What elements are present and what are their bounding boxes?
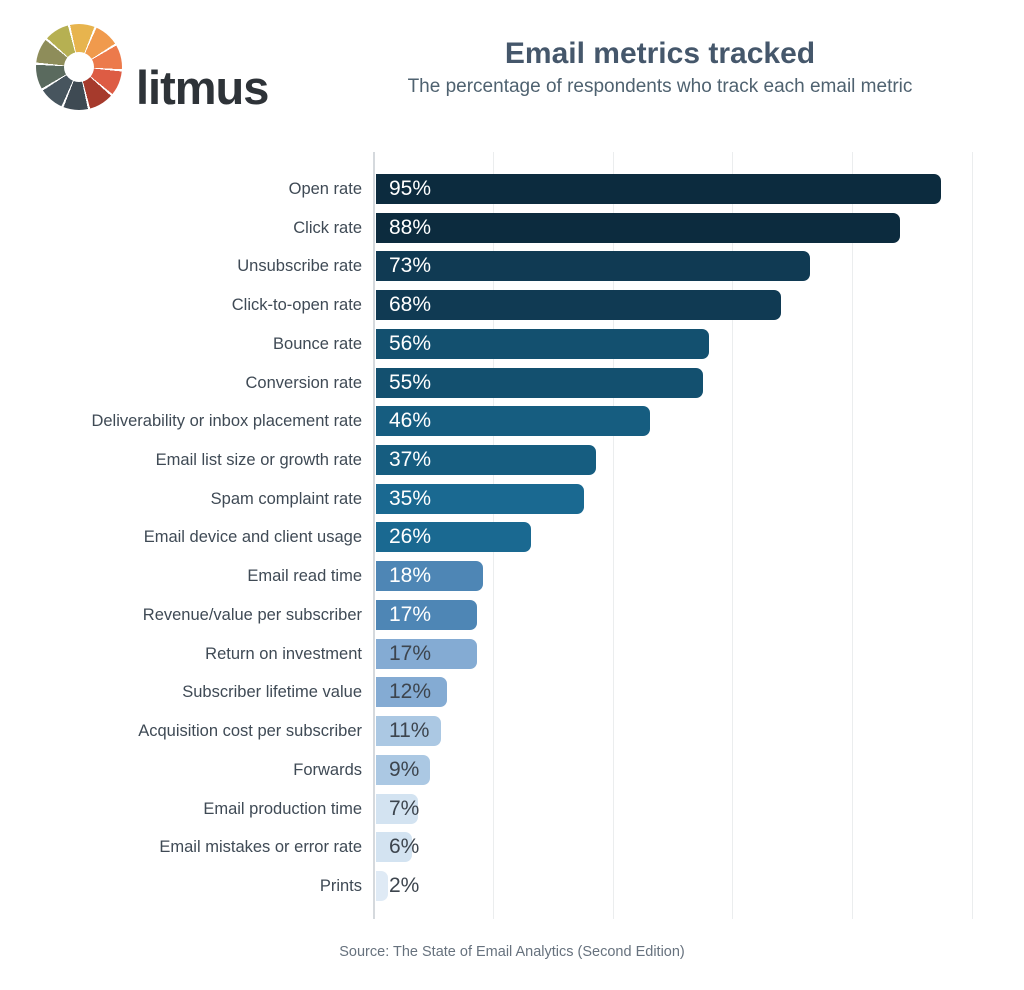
chart-row: Acquisition cost per subscriber 11%: [0, 716, 1024, 747]
chart-row: Email list size or growth rate 37%: [0, 445, 1024, 476]
bar: [376, 212, 900, 243]
chart-row: Bounce rate 56%: [0, 328, 1024, 359]
category-label: Prints: [319, 876, 362, 895]
value-label: 17%: [389, 641, 432, 665]
brand-wordmark: litmus: [136, 61, 269, 114]
bar: [376, 290, 781, 321]
chart-row: Click-to-open rate 68%: [0, 290, 1024, 321]
value-label: 9%: [389, 757, 420, 781]
category-label: Acquisition cost per subscriber: [138, 722, 362, 741]
color-wheel-hole: [64, 52, 94, 82]
value-label: 37%: [389, 448, 432, 472]
bar: [376, 406, 650, 437]
bar: [376, 793, 418, 824]
title-block: Email metrics tracked The percentage of …: [340, 36, 980, 100]
chart-row: Email mistakes or error rate 6%: [0, 832, 1024, 863]
category-label: Email list size or growth rate: [155, 451, 362, 470]
source-note: Source: The State of Email Analytics (Se…: [339, 944, 685, 960]
bar: [376, 522, 531, 553]
bar: [376, 870, 388, 901]
chart-row: Forwards 9%: [0, 754, 1024, 785]
category-label: Subscriber lifetime value: [182, 683, 362, 702]
value-label: 73%: [389, 254, 432, 278]
chart-row: Revenue/value per subscriber 17%: [0, 599, 1024, 630]
value-label: 55%: [389, 370, 432, 394]
category-label: Return on investment: [205, 644, 362, 663]
bar: [376, 638, 477, 669]
bar: [376, 754, 430, 785]
bar: [376, 445, 596, 476]
chart-row: Prints 2%: [0, 870, 1024, 901]
chart-row: Email read time 18%: [0, 561, 1024, 592]
bar: [376, 251, 810, 282]
category-label: Deliverability or inbox placement rate: [91, 412, 362, 431]
gridline-60pct: [732, 152, 733, 919]
value-label: 18%: [389, 564, 432, 588]
chart-row: Conversion rate 55%: [0, 367, 1024, 398]
gridline-100pct: [972, 152, 973, 919]
category-label: Spam complaint rate: [210, 489, 362, 508]
value-label: 17%: [389, 602, 432, 626]
value-label: 2%: [389, 873, 420, 897]
gridline-80pct: [852, 152, 853, 919]
category-label: Conversion rate: [245, 373, 362, 392]
value-label: 26%: [389, 525, 432, 549]
category-label: Email device and client usage: [143, 528, 362, 547]
category-label: Revenue/value per subscriber: [142, 605, 362, 624]
bar: [376, 832, 412, 863]
bar: [376, 677, 447, 708]
value-label: 88%: [389, 215, 432, 239]
category-label: Email mistakes or error rate: [159, 838, 362, 857]
category-label: Open rate: [288, 180, 362, 198]
chart-row: Open rate 95%: [0, 174, 1024, 204]
value-label: 68%: [389, 293, 432, 317]
category-label: Forwards: [293, 760, 362, 779]
value-label: 6%: [389, 835, 420, 859]
value-label: 56%: [389, 331, 432, 355]
category-label: Click-to-open rate: [231, 296, 362, 315]
value-label: 7%: [389, 796, 420, 820]
chart-row: Spam complaint rate 35%: [0, 483, 1024, 514]
bar: [376, 599, 477, 630]
chart-row: Click rate 88%: [0, 212, 1024, 243]
category-label: Click rate: [293, 218, 362, 237]
category-label: Email production time: [203, 799, 362, 818]
litmus-color-wheel-icon: [36, 24, 122, 110]
category-label: Email read time: [247, 567, 362, 586]
category-label: Unsubscribe rate: [237, 257, 362, 276]
bar-chart: Open rate 95% Click rate 88% Unsubscribe rat…: [0, 152, 1024, 919]
bar: [376, 367, 703, 398]
chart-row: Email device and client usage 26%: [0, 522, 1024, 553]
value-label: 95%: [389, 177, 432, 200]
value-label: 35%: [389, 486, 432, 510]
value-label: 46%: [389, 409, 432, 433]
chart-row: Email production time 7%: [0, 793, 1024, 824]
value-label: 11%: [389, 719, 430, 743]
page-subtitle: The percentage of respondents who track …: [407, 76, 913, 97]
page-title: Email metrics tracked: [504, 37, 816, 70]
gridline-40pct: [613, 152, 614, 919]
bar: [376, 174, 941, 204]
bar: [376, 561, 483, 592]
bar: [376, 483, 584, 514]
bar: [376, 716, 441, 747]
category-label: Bounce rate: [273, 334, 362, 353]
bar: [376, 328, 709, 359]
chart-row: Return on investment 17%: [0, 638, 1024, 669]
chart-row: Unsubscribe rate 73%: [0, 251, 1024, 282]
chart-row: Deliverability or inbox placement rate 46…: [0, 406, 1024, 437]
chart-row: Subscriber lifetime value 12%: [0, 677, 1024, 708]
value-label: 12%: [389, 680, 432, 704]
y-axis-line: [373, 152, 375, 919]
